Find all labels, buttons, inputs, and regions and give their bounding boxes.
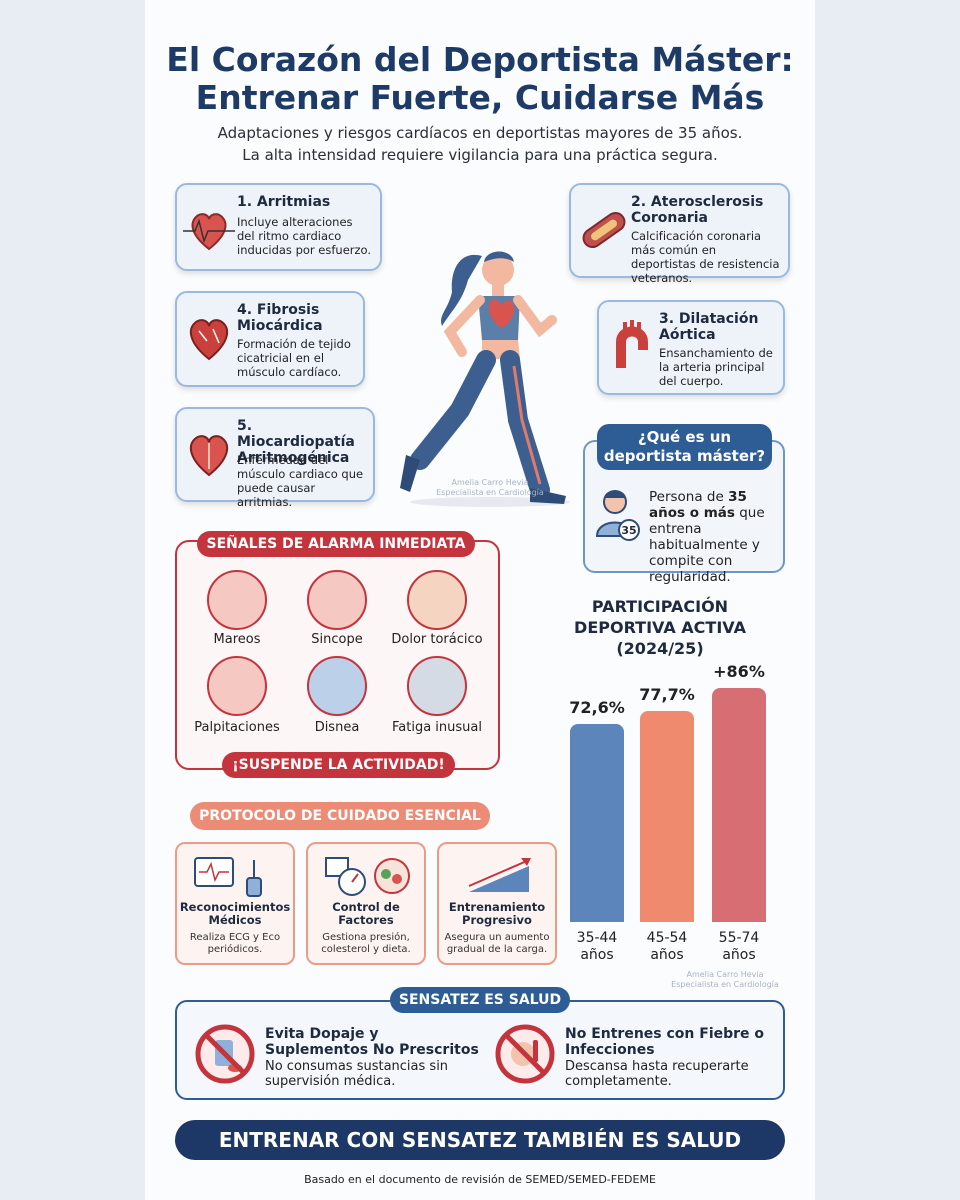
risk-title: 3. Dilatación Aórtica — [659, 311, 759, 343]
banner: ENTRENAR CON SENSATEZ TAMBIÉN ES SALUD — [175, 1120, 785, 1160]
alarm-icon — [207, 656, 267, 716]
title: Entrenar Fuerte, Cuidarse Más — [195, 78, 765, 117]
alarm-icon — [407, 570, 467, 630]
artery-icon — [582, 211, 626, 249]
sensatez-box: Evita Dopaje y Suplementos No Prescritos… — [175, 1000, 785, 1100]
sensatez-item-text: Descansa hasta recuperarte completamente… — [565, 1059, 749, 1089]
bar — [570, 724, 624, 922]
category-label: 35-44 años — [576, 930, 618, 963]
alarm-icon — [207, 570, 267, 630]
risk-text: Calcificación coronaria más común en dep… — [631, 229, 780, 285]
text: que entrena habitualmente y compite con … — [649, 505, 765, 585]
risk-text: Enfermedad del músculo cardiaco que pued… — [237, 453, 364, 509]
risk-text: Ensanchamiento de la arteria principal d… — [659, 346, 773, 388]
bar — [712, 688, 766, 922]
subtitle: Adaptaciones y riesgos cardíacos en depo… — [217, 124, 743, 142]
alarm-label: Fatiga inusual — [392, 720, 482, 735]
protocol-card: Entrenamiento Progresivo Asegura un aume… — [437, 842, 557, 965]
alarm-label: Palpitaciones — [194, 720, 280, 735]
bar — [640, 710, 694, 922]
alarm-label: Disnea — [314, 720, 360, 735]
subtitle: La alta intensidad requiere vigilancia p… — [242, 146, 718, 164]
sensatez-item-title: No Entrenes con Fiebre o Infecciones — [565, 1026, 765, 1058]
master-title: ¿Qué es un deportista máster? — [597, 424, 772, 470]
risk-title: 5. Miocardiopatía Arritmogénica — [237, 418, 355, 466]
risk-title: 4. Fibrosis Miocárdica — [237, 302, 323, 334]
person-icon: 35 — [595, 490, 640, 541]
sensatez-item-text: No consumas sustancias sin supervisión m… — [265, 1059, 449, 1089]
aorta-icon — [616, 320, 648, 368]
alarm-title: SEÑALES DE ALARMA INMEDIATA — [197, 531, 475, 557]
watermark: Amelia Carro Hevia Especialista en Cardi… — [660, 970, 790, 990]
value-label: 72,6% — [569, 698, 625, 718]
no-pills-icon — [195, 1024, 255, 1084]
protocol-card-title: Control de Factores — [332, 900, 400, 927]
monitor-icon — [194, 857, 262, 897]
progress-icon — [468, 858, 531, 892]
alarm-label: Sincope — [311, 632, 363, 647]
sensatez-title: SENSATEZ ES SALUD — [390, 987, 570, 1013]
risk-card: 1. Arritmias Incluye alteraciones del ri… — [175, 183, 382, 271]
category-label: 55-74 años — [718, 930, 760, 963]
risk-card: 3. Dilatación Aórtica Ensanchamiento de … — [597, 300, 785, 395]
alarm-icon — [407, 656, 467, 716]
protocol-card-text: Realiza ECG y Eco periódicos. — [189, 932, 281, 955]
watermark-line: Especialista en Cardiología — [436, 488, 544, 497]
protocol-card: Reconocimientos Médicos Realiza ECG y Ec… — [175, 842, 295, 965]
bold-text: 35 años o más — [649, 489, 747, 521]
protocol-card-text: Gestiona presión, colesterol y dieta. — [321, 932, 411, 955]
value-label: +86% — [713, 662, 765, 681]
risk-title: 2. Aterosclerosis Coronaria — [631, 194, 764, 226]
heart-icon — [183, 213, 235, 251]
source: Basado en el documento de revisión de SE… — [304, 1173, 656, 1186]
badge-text: 35 — [621, 524, 636, 537]
protocol-card-title: Reconocimientos Médicos — [179, 900, 291, 927]
watermark: Amelia Carro Hevia Especialista en Cardi… — [420, 478, 560, 498]
chart-title: PARTICIPACIÓN DEPORTIVA ACTIVA (2024/25) — [574, 597, 746, 658]
risk-text: Incluye alteraciones del ritmo cardiaco … — [237, 215, 372, 257]
watermark-line: Amelia Carro Hevia — [686, 970, 764, 979]
text: Persona de — [649, 489, 724, 505]
master-text: Persona de 35 años o más que entrena hab… — [649, 489, 781, 585]
title: El Corazón del Deportista Máster: — [166, 40, 794, 79]
alarm-icon — [307, 570, 367, 630]
alarm-label: Dolor torácico — [391, 632, 483, 647]
alarm-footer: ¡SUSPENDE LA ACTIVIDAD! — [222, 752, 455, 778]
risk-title: 1. Arritmias — [237, 194, 331, 210]
watermark-line: Amelia Carro Hevia — [451, 478, 529, 487]
watermark-line: Especialista en Cardiología — [671, 980, 779, 989]
protocol-card-text: Asegura un aumento gradual de la carga. — [444, 932, 550, 955]
value-label: 77,7% — [639, 684, 695, 704]
alarm-icon — [307, 656, 367, 716]
protocol-card: Control de Factores Gestiona presión, co… — [306, 842, 426, 965]
sensatez-item-title: Evita Dopaje y Suplementos No Prescritos — [265, 1026, 479, 1058]
risk-card: 4. Fibrosis Miocárdica Formación de teji… — [175, 291, 365, 387]
heart-icon — [189, 319, 229, 361]
risk-card: 5. Miocardiopatía Arritmogénica Enfermed… — [175, 407, 375, 509]
risk-text: Formación de tejido cicatricial en el mú… — [237, 337, 351, 379]
alarm-label: Mareos — [213, 632, 261, 647]
pressure-icon — [325, 857, 410, 896]
risk-card: 2. Aterosclerosis Coronaria Calcificació… — [569, 183, 790, 285]
protocol-title: PROTOCOLO DE CUIDADO ESENCIAL — [190, 802, 490, 830]
category-label: 45-54 años — [646, 930, 688, 963]
runner-illustration — [400, 251, 570, 507]
no-fever-icon — [495, 1024, 555, 1084]
protocol-card-title: Entrenamiento Progresivo — [448, 900, 546, 927]
heart-icon — [189, 435, 229, 477]
